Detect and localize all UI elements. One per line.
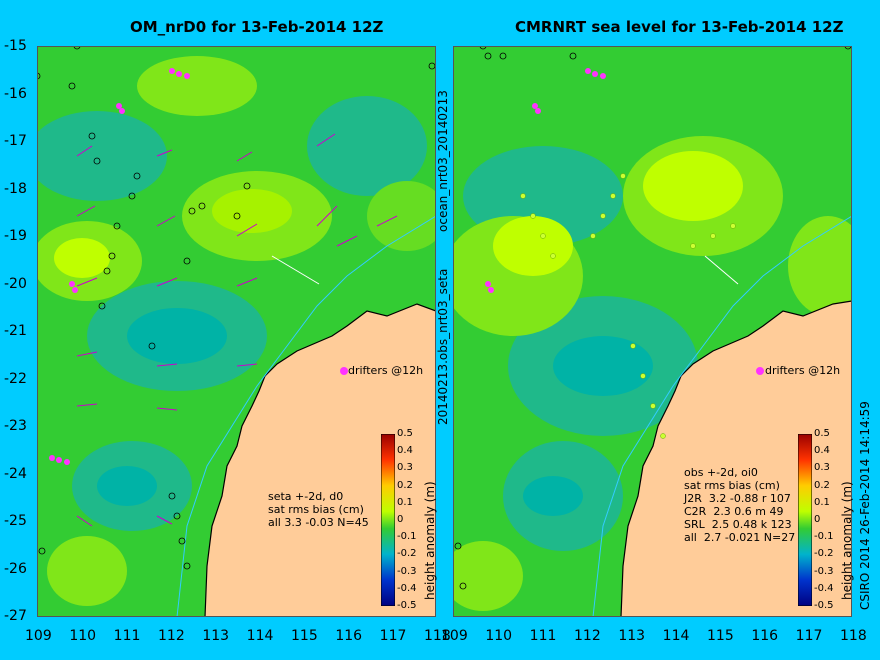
colorbar-tick-label: -0.2 <box>814 548 834 560</box>
lon-tick-label: 109 <box>441 628 468 644</box>
colorbar-tick-label: 0.3 <box>814 462 830 474</box>
lat-tick-label: -20 <box>4 275 27 292</box>
lon-tick-label: 110 <box>485 628 513 644</box>
velocity-arrows <box>76 133 398 527</box>
lat-tick-label: -19 <box>4 228 27 244</box>
colorbar-tick-label: -0.3 <box>814 565 834 577</box>
colorbar-tick-label: 0.5 <box>814 428 830 439</box>
bathymetry-contour <box>176 215 436 617</box>
right-colorbar-label: height anomaly (m) <box>840 481 854 600</box>
lon-tick-label: 117 <box>795 628 823 644</box>
lat-tick-label: -26 <box>4 560 27 577</box>
lat-tick-label: -17 <box>4 133 27 149</box>
colorbar-tick-label: -0.4 <box>397 582 417 594</box>
colorbar-tick-label: -0.4 <box>814 582 834 594</box>
lat-tick-label: -16 <box>4 85 27 102</box>
colorbar-tick-label: 0.2 <box>814 479 830 491</box>
colorbar-tick-label: -0.2 <box>397 548 417 560</box>
lon-tick-label: 115 <box>707 628 734 644</box>
colorbar-tick-label: 0.1 <box>814 496 830 508</box>
lon-tick-label: 112 <box>574 628 601 644</box>
lon-tick-label: 113 <box>618 628 646 644</box>
left-side-label: ocean_nrt03_20140213 <box>436 90 450 232</box>
lat-tick-label: -23 <box>4 418 27 434</box>
left-colorbar-label: height anomaly (m) <box>423 481 437 600</box>
right-drifters-label: drifters @12h <box>765 364 841 377</box>
lon-tick-label: 111 <box>529 628 557 644</box>
colorbar-tick-label: 0.1 <box>397 496 413 508</box>
colorbar-tick-label: -0.1 <box>814 531 834 543</box>
lat-tick-label: -27 <box>4 608 27 624</box>
colorbar-tick-label: 0.5 <box>397 428 413 439</box>
lon-tick-label: 114 <box>246 628 274 644</box>
right-panel-title: CMRNRT sea level for 13-Feb-2014 12Z <box>515 18 844 36</box>
lon-tick-label: 113 <box>202 628 230 644</box>
drifter-markers <box>49 68 348 465</box>
right-stats-annotation: obs +-2d, oi0 sat rms bias (cm) J2R 3.2 … <box>684 466 796 544</box>
lon-tick-label: 118 <box>424 628 451 644</box>
lon-tick-label: 116 <box>751 628 779 644</box>
colorbar-tick-label: 0 <box>814 514 821 525</box>
lon-tick-label: 112 <box>158 628 185 644</box>
lat-tick-label: -15 <box>4 38 27 54</box>
coastline <box>204 303 436 617</box>
colorbar-tick-label: -0.5 <box>397 600 417 611</box>
lat-tick-label: -21 <box>4 323 27 339</box>
right-colorbar <box>798 434 812 606</box>
lon-tick-label: 110 <box>69 628 97 644</box>
lon-tick-label: 111 <box>113 628 141 644</box>
left-map-panel <box>37 46 436 617</box>
colorbar-tick-label: 0 <box>397 514 404 525</box>
left-drifters-label: drifters @12h <box>348 364 424 377</box>
lon-tick-label: 117 <box>379 628 407 644</box>
lon-tick-label: 115 <box>291 628 318 644</box>
colorbar-tick-label: 0.4 <box>397 445 413 457</box>
lon-tick-label: 116 <box>335 628 363 644</box>
lat-tick-label: -24 <box>4 465 27 482</box>
colorbar-tick-label: 0.3 <box>397 462 413 474</box>
left-panel-title: OM_nrD0 for 13-Feb-2014 12Z <box>130 18 384 36</box>
right-side-label: 20140213.obs_nrt03_seta <box>436 268 450 425</box>
colorbar-tick-label: -0.1 <box>397 531 417 543</box>
colorbar-tick-label: 0.4 <box>814 445 830 457</box>
left-colorbar <box>381 434 395 606</box>
footer-credit: CSIRO 2014 26-Feb-2014 14:14:59 <box>858 401 872 610</box>
colorbar-tick-label: 0.2 <box>397 479 413 491</box>
lat-tick-label: -25 <box>4 513 27 529</box>
lat-tick-label: -18 <box>4 180 27 197</box>
left-stats-annotation: seta +-2d, d0 sat rms bias (cm) all 3.3 … <box>268 490 369 529</box>
lat-tick-label: -22 <box>4 370 27 387</box>
lon-tick-label: 109 <box>25 628 52 644</box>
lon-tick-label: 118 <box>840 628 867 644</box>
right-map-panel <box>453 46 852 617</box>
colorbar-tick-label: -0.3 <box>397 565 417 577</box>
colorbar-tick-label: -0.5 <box>814 600 834 611</box>
lon-tick-label: 114 <box>662 628 690 644</box>
